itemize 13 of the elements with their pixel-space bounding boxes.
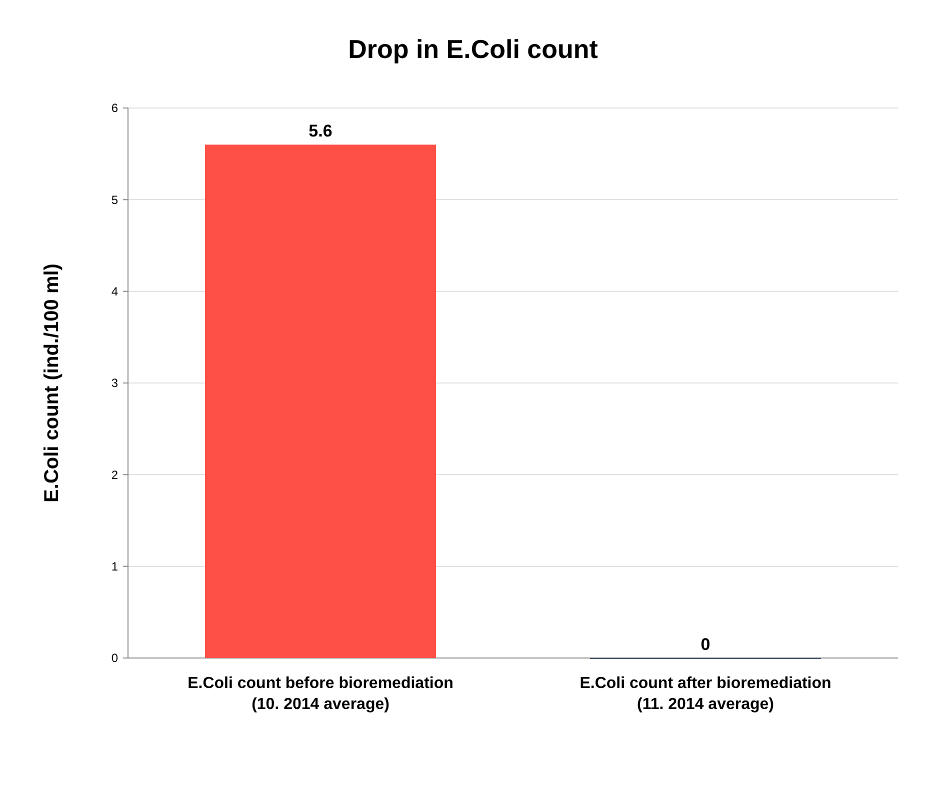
data-label: 5.6 [308,122,332,141]
y-tick-label: 3 [111,376,118,390]
y-tick-label: 1 [111,560,118,574]
x-tick-label: E.Coli count after bioremediation (11. 2014 average) [580,675,832,713]
x-tick-label: E.Coli count before bioremediation (10. 2014 average) [188,675,454,713]
y-axis-title: E.Coli count (ind./100 ml) [41,264,63,502]
y-tick-label: 0 [111,651,118,666]
y-tick-label: 2 [111,468,118,482]
y-tick-label: 6 [111,101,118,116]
y-tick-label: 4 [111,284,118,299]
y-tick-label: 5 [111,192,118,207]
data-label: 0 [700,635,710,654]
chart-title: Drop in E.Coli count [348,34,598,64]
